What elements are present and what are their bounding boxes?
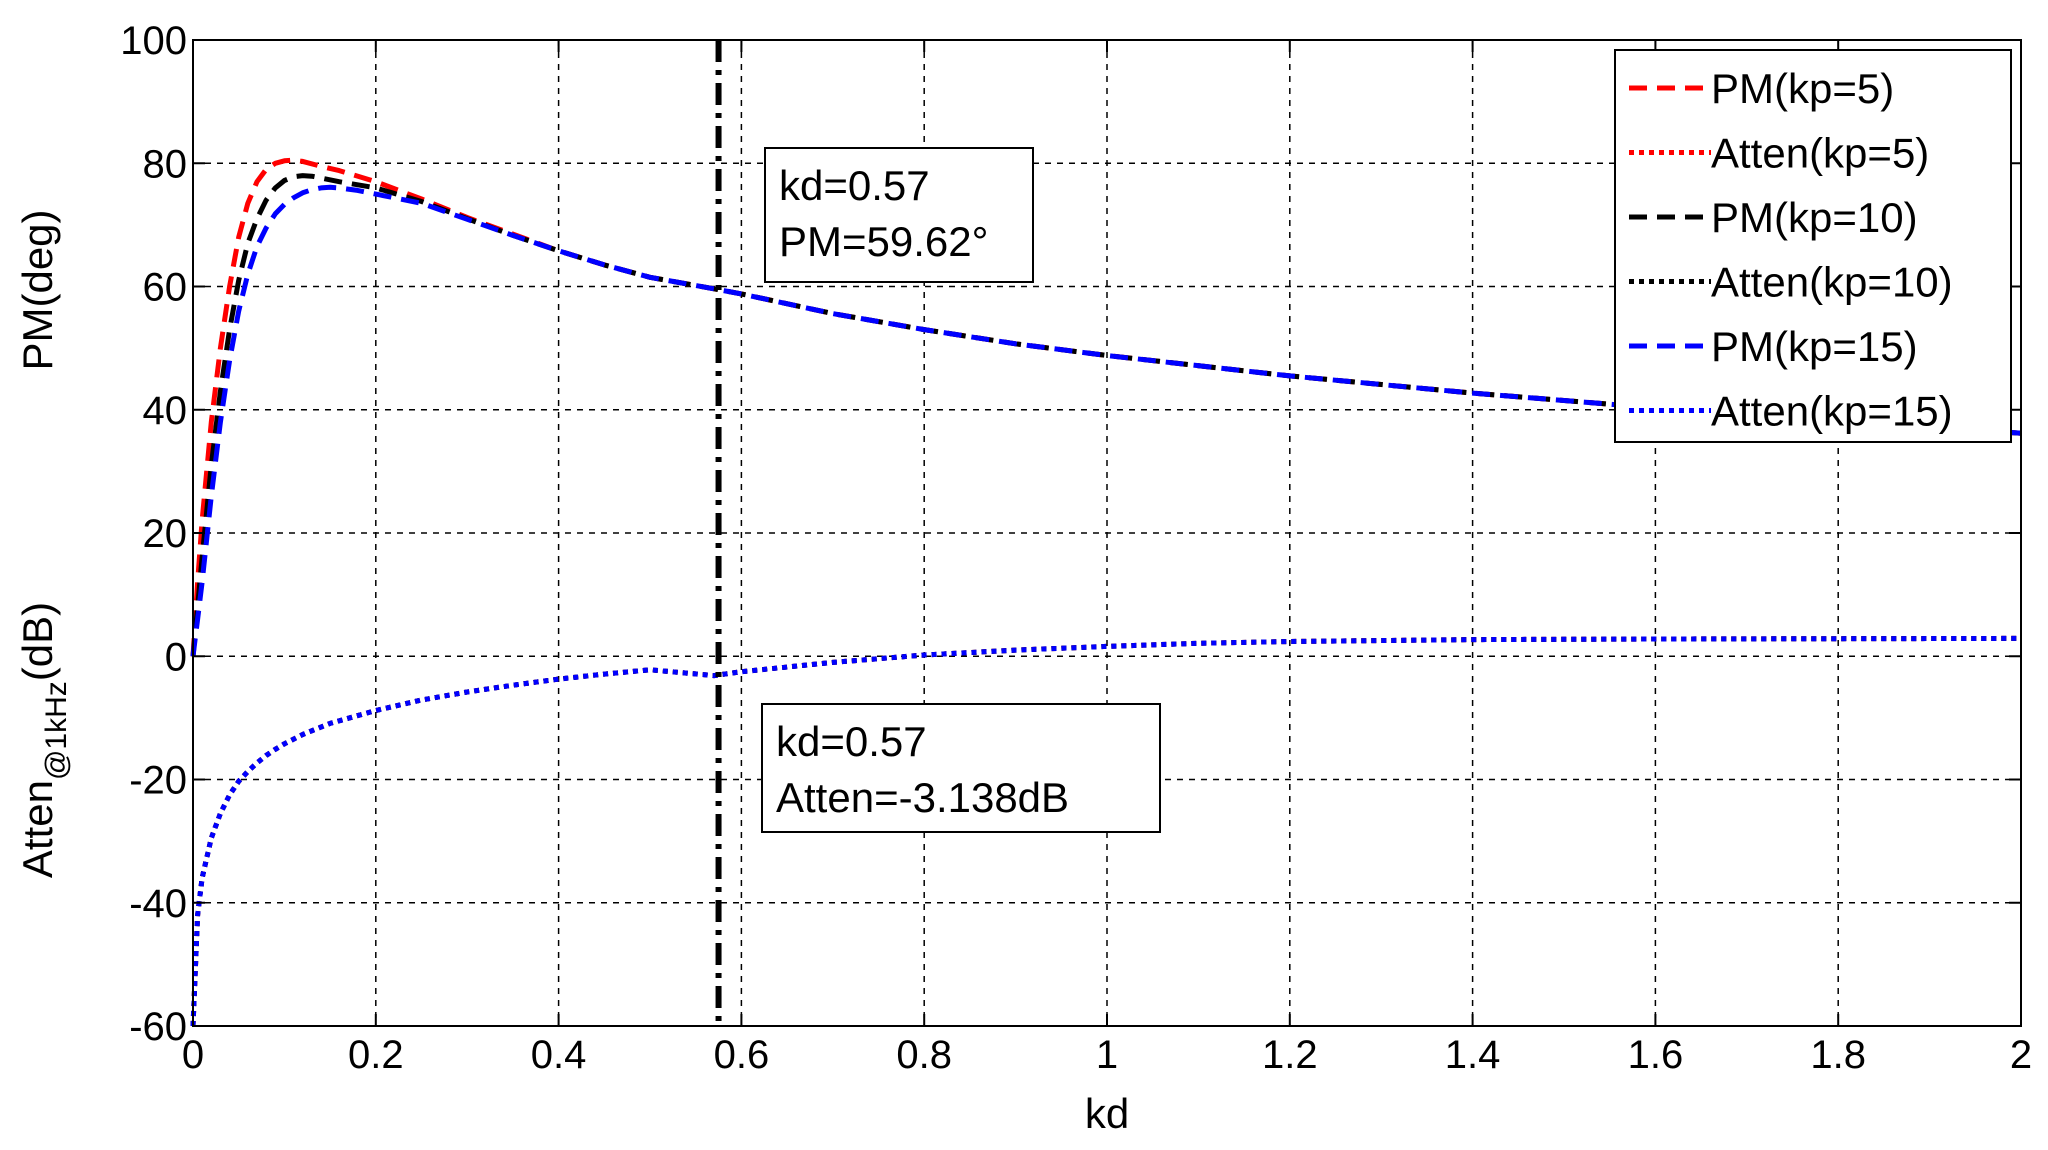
x-tick-label: 0.4 (531, 1033, 587, 1077)
series-line-2 (190, 173, 2022, 657)
x-tick-label: 0.2 (348, 1033, 404, 1077)
annotation-frame (761, 703, 1161, 833)
annotations: kd=0.57 PM=59.62° kd=0.57 Atten=-3.138dB (761, 147, 1161, 833)
annotation-box-1: kd=0.57 Atten=-3.138dB (761, 703, 1161, 833)
series-group (190, 157, 2022, 1027)
series-line-4 (190, 184, 2022, 657)
y-tick-label: -60 (129, 1005, 187, 1049)
x-tick-label: 2 (2010, 1033, 2032, 1077)
x-tick-label: 1 (1096, 1033, 1118, 1077)
legend-label-2: PM(kp=10) (1711, 194, 1918, 241)
legend-label-5: Atten(kp=15) (1711, 388, 1953, 435)
x-tick-label: 0.8 (896, 1033, 952, 1077)
y-axis-title-lower: Atten@1kHz(dB) (14, 602, 73, 878)
x-tick-label: 1.2 (1262, 1033, 1318, 1077)
annotation-text: Atten=-3.138dB (776, 774, 1069, 821)
series-line-5 (190, 635, 2022, 1027)
y-tick-label: 80 (143, 142, 188, 186)
x-axis-title: kd (1085, 1090, 1129, 1137)
annotation-text: kd=0.57 (776, 718, 927, 765)
x-tick-label: 1.4 (1445, 1033, 1501, 1077)
annotation-text: kd=0.57 (779, 162, 930, 209)
legend: PM(kp=5) Atten(kp=5) PM(kp=10) Atten(kp=10)… (1614, 49, 2012, 443)
x-tick-label: 1.6 (1628, 1033, 1684, 1077)
y-tick-label: 20 (143, 512, 188, 556)
legend-label-1: Atten(kp=5) (1711, 130, 1929, 177)
x-tick-label: 0 (182, 1033, 204, 1077)
legend-label-4: PM(kp=15) (1711, 323, 1918, 370)
y-tick-label: 40 (143, 389, 188, 433)
legend-label-3: Atten(kp=10) (1711, 259, 1953, 306)
y-axis-title-lower-subscript: @1kHz (40, 681, 73, 780)
x-tick-label: 0.6 (714, 1033, 770, 1077)
x-tick-label: 1.8 (1810, 1033, 1866, 1077)
y-tick-label: 100 (120, 19, 187, 63)
annotation-frame (764, 147, 1034, 283)
legend-frame (1614, 49, 2012, 443)
legend-label-0: PM(kp=5) (1711, 65, 1894, 112)
y-tick-label: 0 (165, 635, 187, 679)
y-tick-label: 60 (143, 266, 188, 310)
y-tick-label: -20 (129, 759, 187, 803)
y-tick-label: -40 (129, 882, 187, 926)
y-axis-title-lower-unit: (dB) (14, 602, 61, 681)
annotation-box-0: kd=0.57 PM=59.62° (764, 147, 1034, 283)
annotation-text: PM=59.62° (779, 218, 988, 265)
y-axis-title-lower-main: Atten (14, 780, 61, 878)
y-axis-title-upper: PM(deg) (14, 209, 61, 370)
ticks: 0 0.2 0.4 0.6 0.8 1 1.2 1.4 1.6 1.8 2 -60 -40 -20 0 20 4… (120, 19, 2032, 1077)
